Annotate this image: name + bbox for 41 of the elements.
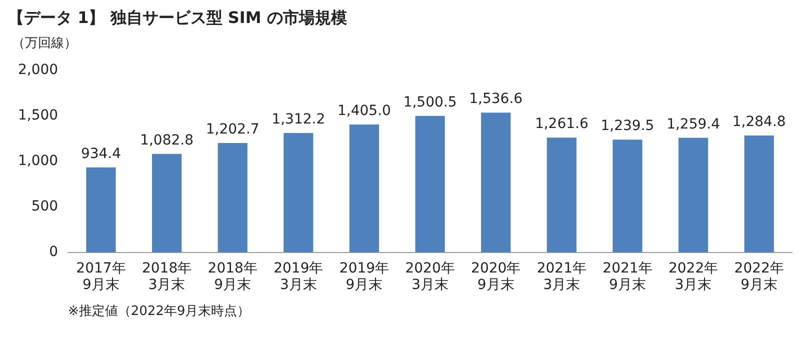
- bar: [481, 112, 511, 252]
- bar: [218, 142, 248, 252]
- bar: [349, 124, 380, 252]
- data-label: 1,239.5: [600, 118, 654, 134]
- data-label: 1,500.5: [403, 94, 457, 110]
- y-tick-label: 500: [31, 198, 58, 215]
- bar: [152, 154, 182, 252]
- x-tick-label: 2022年 3月末: [668, 260, 718, 294]
- x-tick-label: 2018年 3月末: [142, 260, 192, 294]
- y-axis-title: （万回線）: [12, 35, 78, 52]
- bar: [86, 167, 116, 252]
- data-label: 1,202.7: [206, 122, 260, 138]
- x-tick-label: 2021年 3月末: [536, 260, 586, 294]
- y-tick-label: 0: [49, 244, 58, 260]
- bar: [415, 116, 445, 252]
- bar: [678, 138, 708, 252]
- bar: [744, 135, 774, 252]
- data-label: 1,259.4: [666, 116, 720, 132]
- data-label: 1,261.6: [534, 116, 588, 132]
- x-tick-label: 2022年 9月末: [734, 260, 784, 294]
- x-tick-label: 2020年 9月末: [471, 260, 521, 294]
- x-tick-label: 2020年 3月末: [405, 260, 455, 294]
- data-label: 1,284.8: [732, 114, 786, 130]
- y-tick-label: 1,500: [18, 108, 58, 124]
- x-tick-label: 2021年 9月末: [602, 260, 652, 294]
- bar: [546, 138, 576, 252]
- x-tick-label: 2017年 9月末: [76, 260, 126, 294]
- bar: [284, 132, 314, 252]
- data-label: 1,312.2: [272, 112, 326, 128]
- x-tick-label: 2019年 9月末: [339, 260, 390, 294]
- y-tick-label: 1,000: [18, 153, 58, 170]
- x-tick-label: 2018年 9月末: [208, 260, 258, 294]
- bar: [612, 140, 642, 252]
- data-label: 1,405.0: [338, 103, 391, 120]
- data-label: 934.4: [80, 146, 122, 162]
- chart-title: 【データ 1】 独自サービス型 SIM の市場規模: [8, 8, 348, 29]
- y-tick-label: 2,000: [18, 62, 58, 78]
- x-tick-label: 2019年 3月末: [274, 260, 324, 294]
- text: ※推定値（2022年9月末時点）: [68, 303, 252, 320]
- data-label: 1,536.6: [469, 91, 523, 108]
- data-label: 1,082.8: [140, 132, 194, 149]
